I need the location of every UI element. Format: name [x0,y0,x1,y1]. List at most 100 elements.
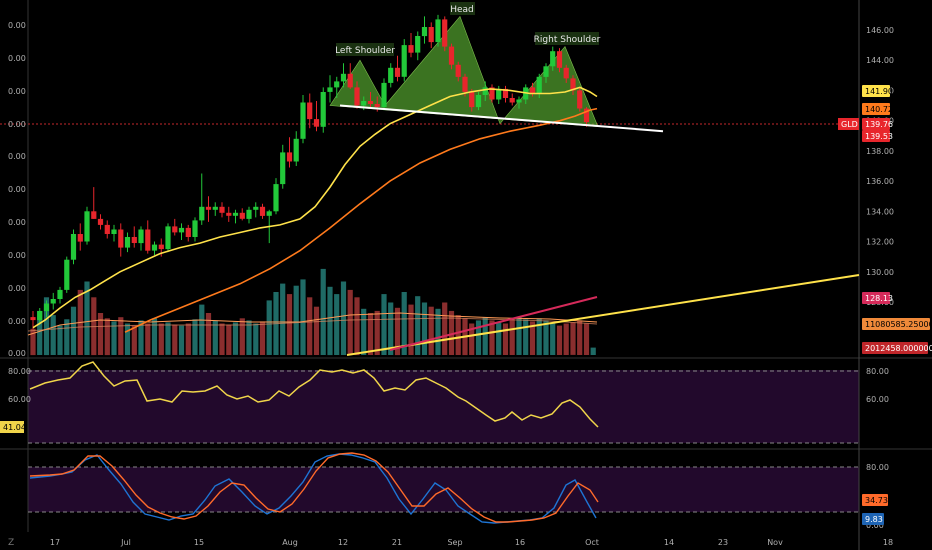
rsi-left-tick-label: 80.00 [8,367,31,376]
volume-bar [111,321,117,355]
x-tick-label: 15 [194,538,204,547]
candle-body [529,87,536,94]
candle-body [428,27,434,43]
candle-body [151,244,158,251]
volume-bar [543,320,549,355]
rsi-tag-bg [0,421,24,433]
candle-body [246,209,252,219]
symbol-tag-bg [838,118,859,130]
price-tick-label: 132.00 [866,238,894,247]
volume-bar [516,317,522,355]
x-tick-label: 12 [338,538,348,547]
neckline [339,104,664,133]
price-tick-label: 130.00 [866,268,894,277]
candle-body [91,211,97,219]
candle-body [536,76,542,94]
volume-bar [320,268,326,355]
volume-bar [199,304,205,355]
volume-bar [408,304,414,355]
tag-volume: 2012458.00000000 [865,344,932,353]
rsi-left-tick-label: 60.00 [8,395,31,404]
candle-body [320,92,326,127]
volume-bar [104,318,110,356]
tag-ma-fast: 141.90 [865,87,893,96]
volume-bar [307,297,313,356]
trend-layer [346,274,860,356]
volume-layer [27,268,598,356]
volume-bar [523,319,529,355]
pattern-area [329,15,599,128]
rsi-tag: 41.04 [3,423,26,432]
trend-line [389,296,598,351]
candle-body [57,289,63,299]
tag-level: 128.13 [865,294,893,303]
tags-layer: 141.90 140.72 139.76 139.53 128.13 11080585.2… [0,85,932,525]
candle-body [415,36,421,53]
volume-bar [489,320,495,355]
volume-bar [219,323,225,355]
volume-bar [502,323,509,355]
candle-body [435,19,441,43]
candle-body [185,227,191,237]
volume-bar [421,302,428,355]
tag-stoch-d: 34.73 [865,496,888,505]
volume-bar [57,325,63,355]
volume-bar [165,322,171,355]
volume-bar [509,319,515,355]
label-head: Head [450,2,475,15]
rsi-band [28,370,859,443]
candle-body [448,46,455,65]
volume-bar [158,323,164,355]
candle-body [178,227,185,233]
volume-bar [313,306,320,355]
volume-bar [401,292,407,355]
tag-vol-ma: 11080585.25000000 [865,320,932,329]
candle-body [327,87,333,92]
candle-body [421,27,428,37]
tag-ma-fast-bg [862,85,890,97]
candle-body [118,229,124,248]
left-tick-label: 0.00 [8,54,26,63]
x-tick-label: 21 [392,538,402,547]
volume-bar [172,324,178,355]
candle-body [401,45,407,77]
volume-bar [212,320,218,355]
x-tick-label: 17 [50,538,60,547]
candle-body [37,311,43,321]
candle-body [482,87,488,95]
candle-body [280,152,286,185]
candle-body [502,88,509,98]
candle-body [259,206,266,216]
volume-bar [583,323,590,355]
volume-bar [30,328,36,356]
stoch-d-line [29,452,599,523]
volume-bar [300,279,306,355]
volume-ma-line [27,317,598,332]
volume-bar [178,325,185,355]
left-tick-label: 0.00 [8,152,26,161]
candle-body [543,66,549,77]
volume-bar [415,296,421,355]
symbol-tag: GLD [841,120,858,129]
x-tick-label: Aug [282,538,298,547]
candle-body [138,229,144,244]
volume-bar [97,313,104,355]
candle-body [509,98,515,103]
candle-body [212,206,218,210]
volume-bar [550,323,556,355]
candle-body [158,244,164,250]
tag-volume-bg [862,342,928,354]
left-tick-label: 0.00 [8,251,26,260]
x-tick-label: Jul [120,538,131,547]
x-tick-label: Nov [767,538,783,547]
candle-body [462,76,468,92]
left-tick-label: 0.00 [8,185,26,194]
candle-body [313,119,320,127]
candle-body [469,92,475,108]
label-right-shoulder: Right Shoulder [534,32,601,45]
candle-body [577,90,583,109]
candle-body [334,81,340,88]
volume-bar [563,323,569,355]
volume-bar [590,347,596,355]
